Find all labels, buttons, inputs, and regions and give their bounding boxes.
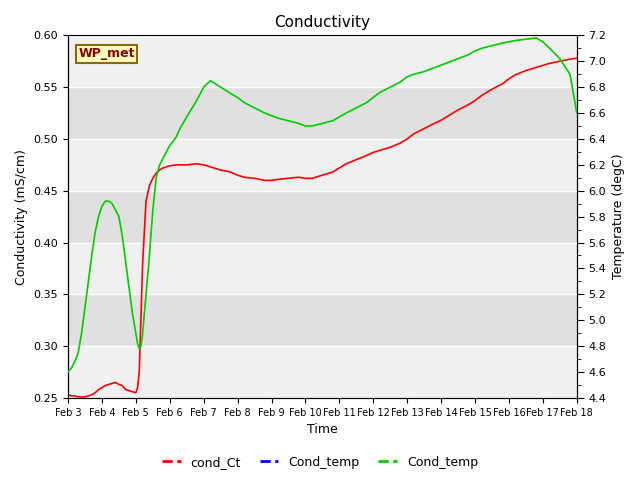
Bar: [68, 346, 577, 398]
Bar: [68, 36, 577, 87]
Y-axis label: Conductivity (mS/cm): Conductivity (mS/cm): [15, 149, 28, 285]
Bar: [68, 242, 577, 294]
Bar: [68, 191, 577, 242]
Y-axis label: Temperature (degC): Temperature (degC): [612, 154, 625, 279]
Title: Conductivity: Conductivity: [275, 15, 371, 30]
Bar: [68, 294, 577, 346]
Legend: cond_Ct, Cond_temp, Cond_temp: cond_Ct, Cond_temp, Cond_temp: [157, 451, 483, 474]
Bar: [68, 87, 577, 139]
Text: WP_met: WP_met: [78, 47, 134, 60]
Bar: [68, 139, 577, 191]
X-axis label: Time: Time: [307, 423, 338, 436]
